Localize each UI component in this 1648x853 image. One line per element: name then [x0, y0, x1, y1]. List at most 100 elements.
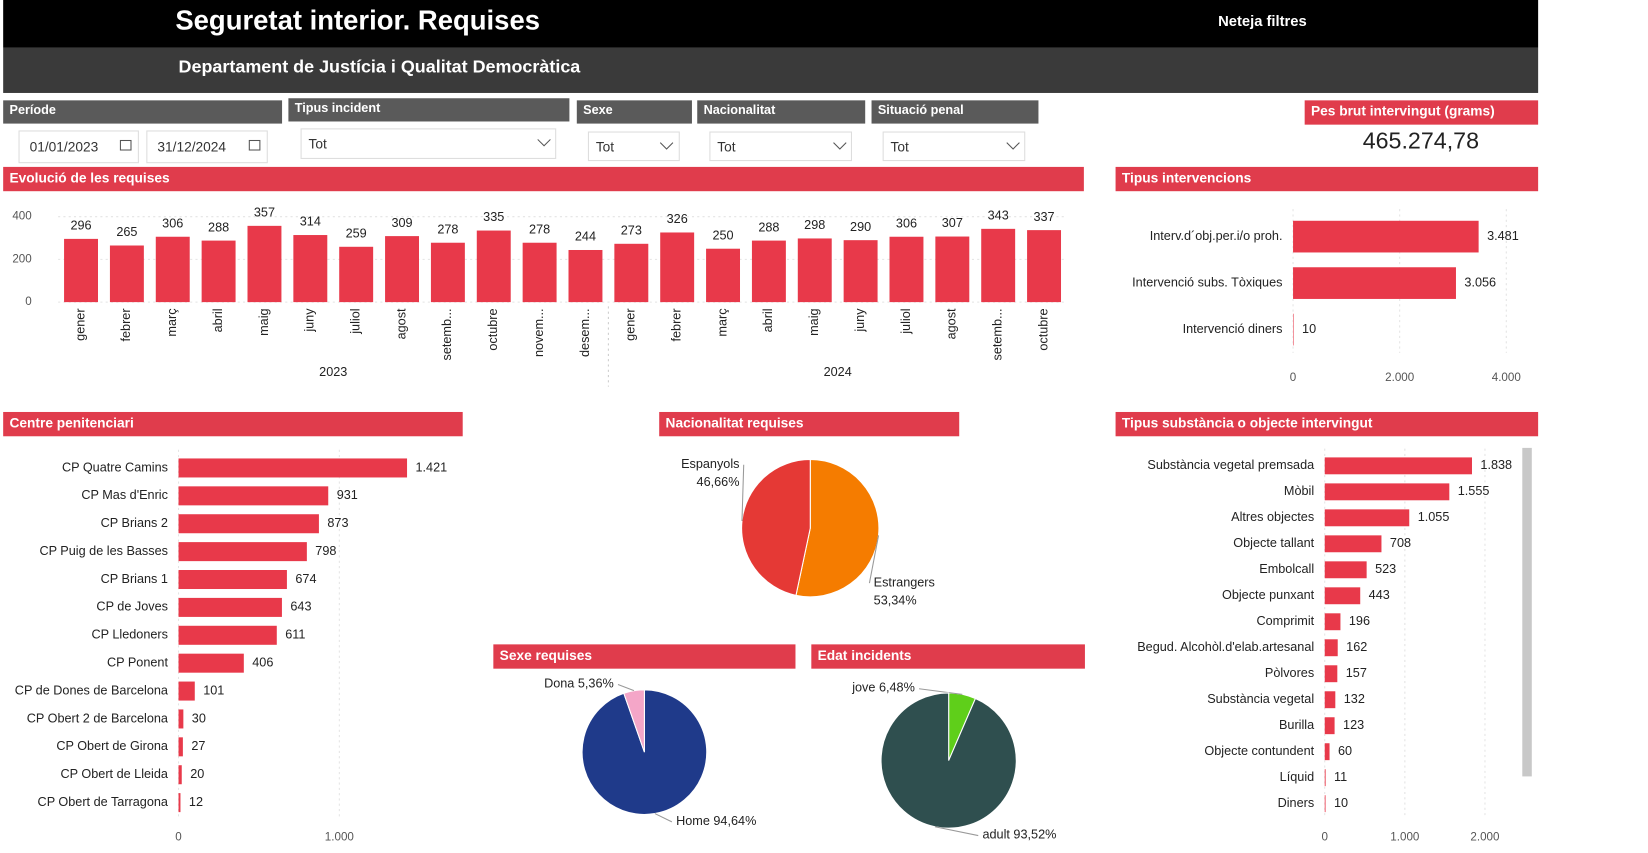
dropdown-value: Tot — [596, 140, 614, 155]
bar — [64, 238, 98, 303]
bar — [935, 236, 970, 303]
chart-title: Centre penitenciari — [10, 416, 134, 431]
bar — [1324, 639, 1338, 657]
bar — [660, 232, 695, 303]
dropdown[interactable] — [709, 131, 852, 162]
y-tick-label: CP Mas d'Enric — [81, 488, 168, 502]
x-tick-label: 0 — [175, 831, 181, 844]
data-label: 335 — [483, 210, 504, 224]
bar — [430, 242, 465, 303]
data-label: 337 — [1033, 210, 1054, 224]
x-tick-label: 0 — [1290, 371, 1296, 384]
section-header — [3, 166, 1084, 192]
chart-title: Sexe requises — [500, 648, 593, 663]
bar — [1027, 230, 1062, 303]
y-tick-label: Intervenció diners — [1183, 322, 1283, 336]
section-header — [659, 411, 960, 437]
filter-header — [871, 100, 1039, 124]
data-label: 1.421 — [415, 460, 447, 474]
section-header — [3, 411, 463, 437]
calendar-icon — [248, 139, 261, 151]
kpi-title: Pes brut intervingut (grams) — [1311, 104, 1495, 119]
y-tick-label: 0 — [25, 295, 31, 308]
y-tick-label: Líquid — [1280, 770, 1314, 784]
date-value: 31/12/2024 — [157, 140, 226, 155]
bar — [178, 765, 182, 785]
bar — [178, 709, 184, 729]
bar — [178, 597, 282, 617]
x-group-label: 2023 — [319, 365, 347, 379]
data-label: 12 — [189, 795, 203, 809]
data-label: 20 — [190, 767, 204, 781]
pie-value-label: 53,34% — [874, 593, 917, 607]
y-tick-label: CP Lledoners — [91, 628, 167, 642]
bar — [843, 240, 878, 303]
dropdown[interactable] — [882, 131, 1026, 162]
x-tick-label: juliol — [899, 308, 913, 334]
dropdown[interactable] — [300, 128, 557, 159]
bar — [706, 248, 741, 303]
x-tick-label: febrer — [119, 308, 133, 341]
data-label: 406 — [252, 656, 273, 670]
y-tick-label: Embolcall — [1259, 562, 1314, 576]
data-label: 123 — [1343, 718, 1364, 732]
x-tick-label: abril — [761, 308, 775, 332]
bar — [178, 542, 307, 562]
pie-category: jove — [851, 681, 875, 695]
date-value: 01/01/2023 — [30, 140, 99, 155]
data-label: 314 — [300, 215, 321, 229]
date-input[interactable] — [146, 130, 268, 164]
pie-slice — [741, 458, 811, 596]
x-tick-label: agost — [945, 308, 959, 339]
date-input[interactable] — [18, 130, 139, 164]
data-label: 250 — [712, 228, 733, 242]
data-label: 288 — [208, 220, 229, 234]
data-label: 1.838 — [1480, 458, 1512, 472]
bar — [178, 570, 287, 590]
header-bar — [3, 0, 1539, 48]
kpi-value: 465.274,78 — [1363, 128, 1479, 154]
leader-line — [868, 535, 880, 584]
pie-value-label: 5,36% — [578, 677, 614, 691]
data-label: 278 — [437, 222, 458, 236]
data-label: 1.055 — [1418, 510, 1450, 524]
bar — [1324, 509, 1410, 527]
bar — [751, 240, 786, 303]
data-label: 60 — [1338, 744, 1352, 758]
data-label: 326 — [667, 212, 688, 226]
bar — [1324, 743, 1330, 761]
x-tick-label: octubre — [1036, 308, 1050, 350]
y-tick-label: Substància vegetal premsada — [1147, 458, 1315, 472]
y-tick-label: Objecte tallant — [1233, 536, 1314, 550]
data-label: 27 — [191, 739, 205, 753]
data-label: 30 — [192, 711, 206, 725]
y-tick-label: Objecte contundent — [1204, 744, 1314, 758]
data-label: 244 — [575, 230, 596, 244]
x-tick-label: juliol — [349, 308, 363, 334]
section-header — [811, 644, 1085, 669]
bar — [178, 458, 408, 478]
filter-label: Sexe — [583, 103, 613, 117]
x-group-label: 2024 — [824, 365, 852, 379]
y-tick-label: Interv.d´obj.per.i/o proh. — [1150, 229, 1283, 243]
data-label: 10 — [1334, 796, 1348, 810]
y-tick-label: CP Obert de Girona — [56, 739, 169, 753]
filter-header — [288, 98, 570, 122]
data-label: 3.481 — [1487, 229, 1519, 243]
scrollbar[interactable] — [1522, 447, 1532, 777]
kpi-header — [1304, 100, 1539, 125]
bar — [614, 243, 649, 303]
pie-label: Home 94,64% — [676, 814, 756, 828]
y-tick-label: Mòbil — [1284, 484, 1314, 498]
x-tick-label: febrer — [670, 308, 684, 341]
data-label: 162 — [1346, 640, 1367, 654]
bar — [178, 793, 181, 813]
section-header — [1115, 411, 1539, 437]
y-tick-label: CP Obert de Tarragona — [38, 795, 169, 809]
y-tick-label: CP Quatre Camins — [62, 460, 168, 474]
dropdown-value: Tot — [717, 140, 735, 155]
clear-filters-button[interactable]: Neteja filtres — [1218, 14, 1307, 30]
x-tick-label: 0 — [1322, 831, 1328, 844]
